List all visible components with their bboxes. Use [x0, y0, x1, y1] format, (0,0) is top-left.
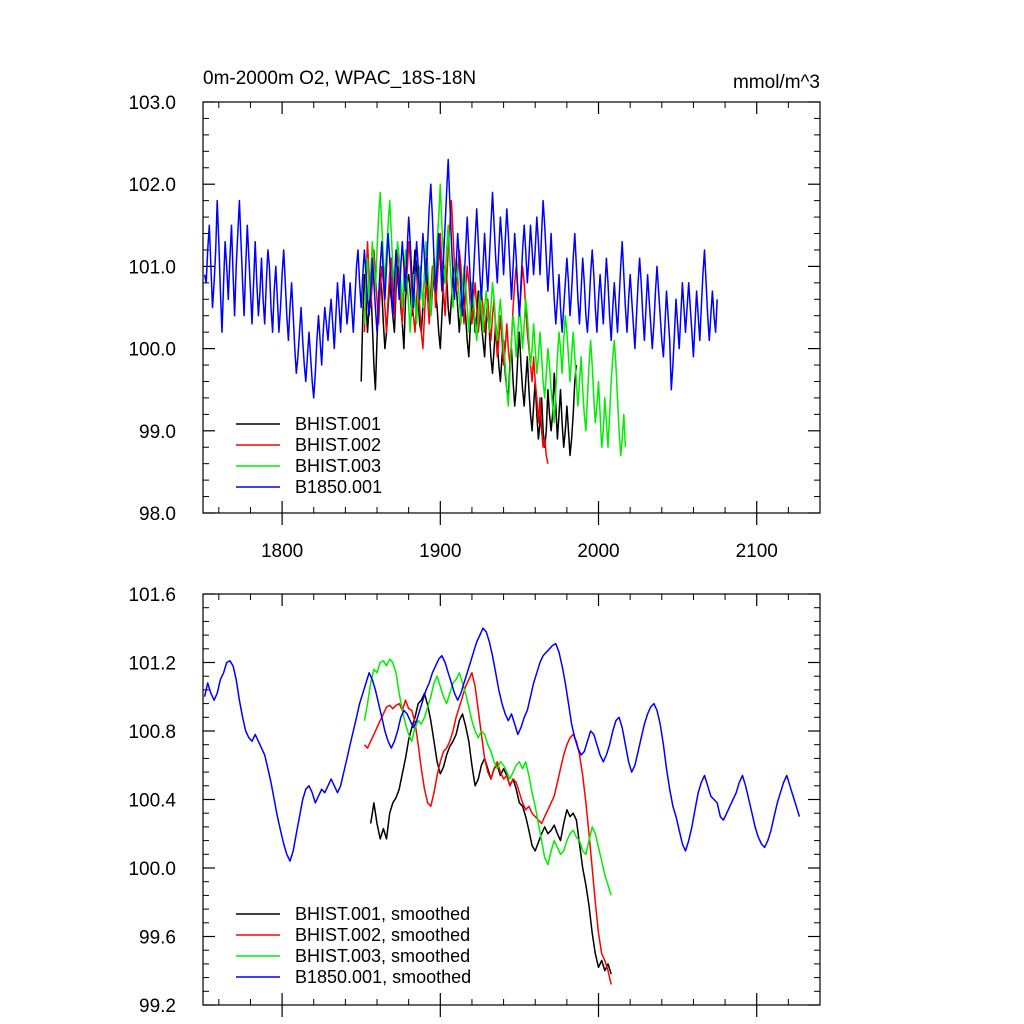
top-y-tick-label: 101.0	[128, 257, 176, 278]
top-y-tick-label: 102.0	[128, 175, 176, 196]
bottom-y-tick-label: 100.0	[128, 859, 176, 880]
bottom-y-tick-label: 100.4	[128, 791, 176, 812]
bottom-series-bhist-002-line	[363, 672, 612, 985]
top-series-b1850-001-line	[203, 158, 718, 399]
top-x-tick-label: 1800	[261, 541, 303, 562]
top-panel-title: 0m-2000m O2, WPAC_18S-18N	[203, 68, 476, 89]
top-x-tick-label: 2000	[577, 541, 619, 562]
top-y-tick-label: 99.0	[139, 422, 176, 443]
top-y-tick-label: 100.0	[128, 340, 176, 361]
top-panel: 0m-2000m O2, WPAC_18S-18N mmol/m^3 1800 1…	[128, 68, 821, 562]
bottom-series-group	[203, 627, 801, 985]
top-series-bhist-003-line	[363, 183, 627, 457]
top-axes: 1800 1900 2000 2100 98.0 99.0 100.0 101.0 102.0 1…	[128, 93, 821, 562]
top-plot-frame	[202, 101, 821, 514]
bottom-y-tick-label: 101.6	[128, 585, 176, 606]
bottom-y-tick-label: 99.6	[139, 928, 176, 949]
top-panel-units: mmol/m^3	[733, 72, 820, 93]
bottom-y-tick-label: 99.2	[139, 996, 176, 1017]
bottom-y-tick-label: 100.8	[128, 722, 176, 743]
top-y-tick-label: 98.0	[139, 504, 176, 525]
bottom-series-bhist-003-line	[363, 658, 612, 896]
top-legend-label: B1850.001	[295, 477, 382, 497]
bottom-legend-label: B1850.001, smoothed	[295, 967, 471, 987]
bottom-legend-label: BHIST.001, smoothed	[295, 904, 470, 924]
top-y-tick-label: 103.0	[128, 93, 176, 114]
bottom-y-tick-label: 101.2	[128, 654, 176, 675]
bottom-axes: 99.2 99.6 100.0 100.4 100.8 101.2 101.6	[128, 585, 821, 1017]
bottom-series-b1850-001-line	[203, 627, 801, 862]
top-x-tick-label: 2100	[736, 541, 778, 562]
top-series-group	[203, 158, 718, 464]
bottom-panel: 99.2 99.6 100.0 100.4 100.8 101.2 101.6 BHIST.…	[128, 585, 821, 1017]
top-legend-label: BHIST.002	[295, 435, 381, 455]
bottom-legend-label: BHIST.002, smoothed	[295, 925, 470, 945]
top-legend-label: BHIST.001	[295, 414, 381, 434]
top-legend-label: BHIST.003	[295, 456, 381, 476]
bottom-legend-label: BHIST.003, smoothed	[295, 946, 470, 966]
top-x-tick-label: 1900	[419, 541, 461, 562]
